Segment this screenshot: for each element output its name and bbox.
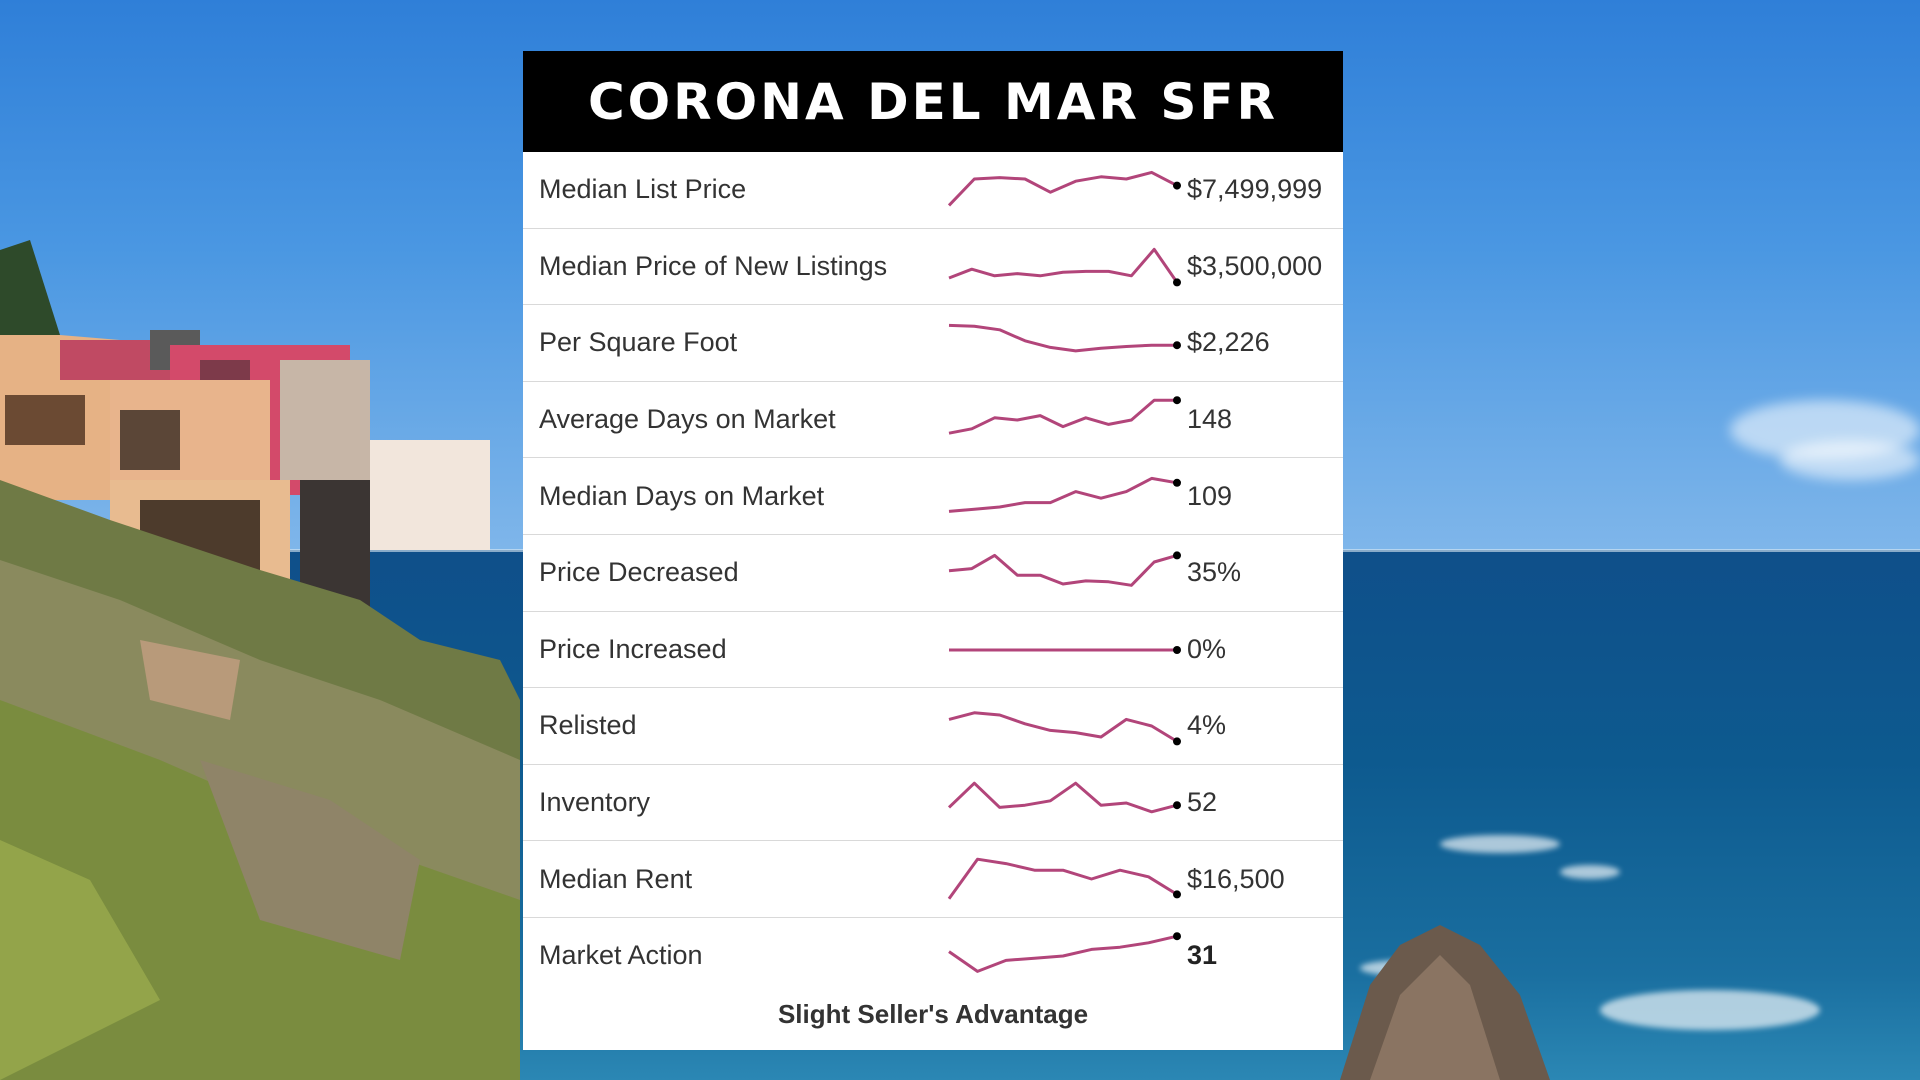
sparkline-end-dot xyxy=(1173,800,1181,809)
stat-label: Per Square Foot xyxy=(539,327,738,358)
stat-value: 31 xyxy=(1187,940,1218,971)
stat-value: 109 xyxy=(1187,480,1233,511)
stat-row-median-rent: Median Rent $16,500 xyxy=(523,841,1343,918)
sparkline-end-dot xyxy=(1173,277,1181,286)
trend-sparkline xyxy=(948,324,1181,353)
trend-sparkline xyxy=(949,645,1181,654)
cloud xyxy=(1780,440,1920,480)
sparkline-end-dot xyxy=(1173,341,1181,350)
sea-rock xyxy=(1340,925,1550,1080)
sparkline-end-dot xyxy=(1173,551,1181,560)
sparkline-path xyxy=(947,858,1178,901)
sparkline-end-dot xyxy=(1173,890,1181,899)
stat-value: $7,499,999 xyxy=(1187,174,1323,205)
stat-label: Market Action xyxy=(539,940,703,971)
sparkline-path xyxy=(948,324,1177,353)
trend-sparkline xyxy=(948,395,1181,435)
trend-sparkline xyxy=(948,477,1181,514)
trend-sparkline xyxy=(947,858,1181,901)
stat-value: 35% xyxy=(1187,557,1242,588)
trend-sparkline xyxy=(947,170,1181,207)
stat-row-price-increased: Price Increased 0% xyxy=(523,612,1343,689)
sparkline-end-dot xyxy=(1173,932,1181,941)
stat-label: Median List Price xyxy=(539,174,747,205)
stat-label: Median Days on Market xyxy=(539,480,825,511)
stat-row-price-decreased: Price Decreased 35% xyxy=(523,535,1343,612)
stat-label: Inventory xyxy=(539,787,651,818)
wave-foam xyxy=(1440,835,1560,853)
stat-value: 4% xyxy=(1187,710,1227,741)
stat-row-relisted: Relisted 4% xyxy=(523,688,1343,765)
stat-label: Relisted xyxy=(539,710,637,741)
sparkline-end-dot xyxy=(1173,395,1181,404)
stat-row-per-square-foot: Per Square Foot $2,226 xyxy=(523,305,1343,382)
stat-value: 148 xyxy=(1187,404,1233,435)
stat-value: $3,500,000 xyxy=(1187,250,1323,281)
sparkline-end-dot xyxy=(1173,181,1181,190)
sparkline-path xyxy=(948,477,1178,514)
sparkline-end-dot xyxy=(1173,737,1181,746)
sparkline-path xyxy=(948,398,1177,435)
stat-label: Price Increased xyxy=(539,633,727,664)
trend-sparkline xyxy=(948,551,1181,587)
stat-row-inventory: Inventory 52 xyxy=(523,765,1343,842)
wave-foam xyxy=(1560,865,1620,879)
stat-row-median-list-price: Median List Price $7,499,999 xyxy=(523,152,1343,229)
wave-foam xyxy=(1600,990,1820,1030)
sparkline-path xyxy=(948,247,1179,283)
sparkline-end-dot xyxy=(1173,479,1181,488)
market-stats-card: CORONA DEL MAR SFR Median List Price $7,… xyxy=(523,51,1343,1050)
market-condition-label: Slight Seller's Advantage xyxy=(777,999,1089,1029)
trend-sparkline xyxy=(948,932,1181,973)
stat-row-median-price-new-listings: Median Price of New Listings $3,500,000 xyxy=(523,229,1343,306)
stat-label: Price Decreased xyxy=(539,557,739,588)
stat-row-median-days-on-market: Median Days on Market 109 xyxy=(523,458,1343,535)
stat-value: $16,500 xyxy=(1187,863,1285,894)
trend-sparkline xyxy=(948,247,1181,286)
card-title: CORONA DEL MAR SFR xyxy=(587,72,1279,131)
sparkline-path xyxy=(948,934,1178,973)
sparkline-path xyxy=(947,170,1178,207)
sparkline-path xyxy=(948,711,1178,743)
stat-value: 52 xyxy=(1187,787,1218,818)
stat-label: Median Price of New Listings xyxy=(539,250,888,281)
trend-sparkline xyxy=(947,781,1181,814)
stat-row-market-action: Market Action 31 xyxy=(523,918,1343,994)
stat-label: Average Days on Market xyxy=(539,404,836,435)
sparkline-end-dot xyxy=(1173,645,1181,654)
card-header: CORONA DEL MAR SFR xyxy=(523,51,1343,152)
sparkline-path xyxy=(948,553,1178,587)
stat-value: 0% xyxy=(1187,633,1227,664)
stat-value: $2,226 xyxy=(1187,327,1270,358)
stat-row-average-days-on-market: Average Days on Market 148 xyxy=(523,382,1343,459)
trend-sparkline xyxy=(948,711,1181,746)
stats-table: Median List Price $7,499,999 Median Pric… xyxy=(523,152,1343,994)
stat-label: Median Rent xyxy=(539,863,693,894)
sparkline-path xyxy=(947,781,1178,814)
cliffside-houses xyxy=(0,240,520,1080)
